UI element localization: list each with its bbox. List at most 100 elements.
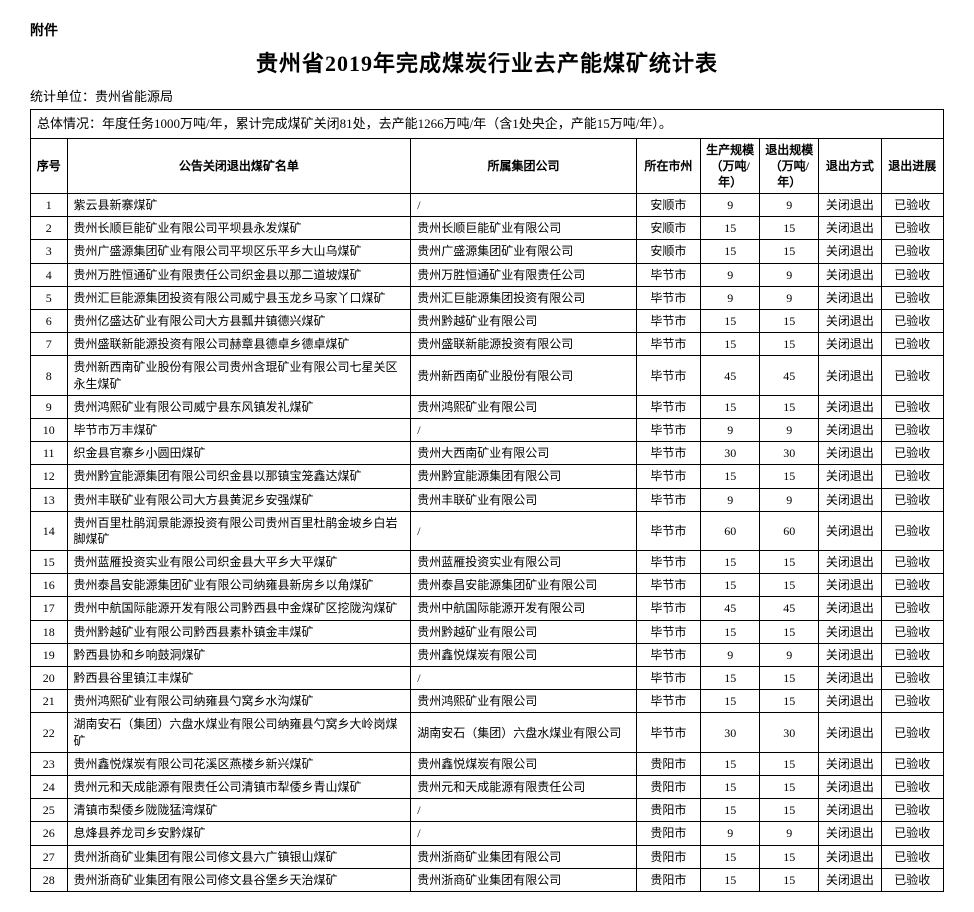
cell-idx: 16 xyxy=(31,574,68,597)
table-row: 22湖南安石（集团）六盘水煤业有限公司纳雍县勺窝乡大岭岗煤矿湖南安石（集团）六盘… xyxy=(31,713,944,752)
cell-idx: 23 xyxy=(31,752,68,775)
cell-idx: 15 xyxy=(31,551,68,574)
col-exit: 退出规模（万吨/年） xyxy=(760,138,819,194)
cell-group: 贵州鑫悦煤炭有限公司 xyxy=(411,643,637,666)
cell-prog: 已验收 xyxy=(881,713,943,752)
cell-mode: 关闭退出 xyxy=(819,488,881,511)
cell-city: 贵阳市 xyxy=(636,822,700,845)
cell-cap: 9 xyxy=(701,194,760,217)
cell-exit: 15 xyxy=(760,690,819,713)
table-row: 25清镇市梨倭乡陇陇猛湾煤矿/贵阳市1515关闭退出已验收 xyxy=(31,799,944,822)
cell-idx: 12 xyxy=(31,465,68,488)
col-city: 所在市州 xyxy=(636,138,700,194)
cell-group: 贵州黔越矿业有限公司 xyxy=(411,620,637,643)
cell-group: 贵州广盛源集团矿业有限公司 xyxy=(411,240,637,263)
col-idx: 序号 xyxy=(31,138,68,194)
cell-idx: 5 xyxy=(31,286,68,309)
cell-group: 贵州元和天成能源有限责任公司 xyxy=(411,775,637,798)
cell-name: 贵州蓝雁投资实业有限公司织金县大平乡大平煤矿 xyxy=(67,551,411,574)
cell-city: 毕节市 xyxy=(636,713,700,752)
cell-city: 毕节市 xyxy=(636,620,700,643)
cell-exit: 30 xyxy=(760,442,819,465)
cell-mode: 关闭退出 xyxy=(819,395,881,418)
unit-label: 统计单位：贵州省能源局 xyxy=(30,86,944,105)
cell-exit: 9 xyxy=(760,418,819,441)
cell-prog: 已验收 xyxy=(881,310,943,333)
cell-prog: 已验收 xyxy=(881,574,943,597)
table-row: 5贵州汇巨能源集团投资有限公司威宁县玉龙乡马家丫口煤矿贵州汇巨能源集团投资有限公… xyxy=(31,286,944,309)
cell-group: 贵州黔越矿业有限公司 xyxy=(411,310,637,333)
cell-cap: 15 xyxy=(701,868,760,891)
cell-name: 贵州百里杜鹃润景能源投资有限公司贵州百里杜鹃金坡乡白岩脚煤矿 xyxy=(67,511,411,550)
cell-prog: 已验收 xyxy=(881,667,943,690)
cell-mode: 关闭退出 xyxy=(819,333,881,356)
cell-name: 贵州丰联矿业有限公司大方县黄泥乡安强煤矿 xyxy=(67,488,411,511)
cell-idx: 8 xyxy=(31,356,68,395)
cell-prog: 已验收 xyxy=(881,356,943,395)
cell-idx: 28 xyxy=(31,868,68,891)
table-row: 19黔西县协和乡响鼓洞煤矿贵州鑫悦煤炭有限公司毕节市99关闭退出已验收 xyxy=(31,643,944,666)
table-row: 18贵州黔越矿业有限公司黔西县素朴镇金丰煤矿贵州黔越矿业有限公司毕节市1515关… xyxy=(31,620,944,643)
cell-idx: 19 xyxy=(31,643,68,666)
cell-prog: 已验收 xyxy=(881,868,943,891)
cell-name: 湖南安石（集团）六盘水煤业有限公司纳雍县勺窝乡大岭岗煤矿 xyxy=(67,713,411,752)
cell-cap: 15 xyxy=(701,465,760,488)
cell-city: 毕节市 xyxy=(636,286,700,309)
table-row: 16贵州泰昌安能源集团矿业有限公司纳雍县新房乡以角煤矿贵州泰昌安能源集团矿业有限… xyxy=(31,574,944,597)
cell-city: 毕节市 xyxy=(636,333,700,356)
cell-name: 毕节市万丰煤矿 xyxy=(67,418,411,441)
cell-idx: 24 xyxy=(31,775,68,798)
table-row: 9贵州鸿熙矿业有限公司威宁县东风镇发礼煤矿贵州鸿熙矿业有限公司毕节市1515关闭… xyxy=(31,395,944,418)
cell-cap: 30 xyxy=(701,442,760,465)
cell-mode: 关闭退出 xyxy=(819,194,881,217)
summary-text: 总体情况：年度任务1000万吨/年，累计完成煤矿关闭81处，去产能1266万吨/… xyxy=(31,110,944,139)
cell-exit: 45 xyxy=(760,597,819,620)
cell-exit: 45 xyxy=(760,356,819,395)
cell-idx: 13 xyxy=(31,488,68,511)
cell-prog: 已验收 xyxy=(881,822,943,845)
cell-name: 贵州亿盛达矿业有限公司大方县瓢井镇德兴煤矿 xyxy=(67,310,411,333)
cell-group: 贵州黔宜能源集团有限公司 xyxy=(411,465,637,488)
cell-idx: 3 xyxy=(31,240,68,263)
cell-name: 贵州盛联新能源投资有限公司赫章县德卓乡德卓煤矿 xyxy=(67,333,411,356)
cell-group: 贵州浙商矿业集团有限公司 xyxy=(411,845,637,868)
cell-city: 安顺市 xyxy=(636,217,700,240)
cell-mode: 关闭退出 xyxy=(819,799,881,822)
cell-group: 贵州鸿熙矿业有限公司 xyxy=(411,395,637,418)
cell-exit: 15 xyxy=(760,799,819,822)
attachment-label: 附件 xyxy=(30,20,944,40)
page-title: 贵州省2019年完成煤炭行业去产能煤矿统计表 xyxy=(30,46,944,78)
cell-group: 贵州泰昌安能源集团矿业有限公司 xyxy=(411,574,637,597)
cell-name: 紫云县新寨煤矿 xyxy=(67,194,411,217)
cell-cap: 15 xyxy=(701,799,760,822)
cell-name: 贵州元和天成能源有限责任公司清镇市犁倭乡青山煤矿 xyxy=(67,775,411,798)
cell-cap: 9 xyxy=(701,263,760,286)
cell-mode: 关闭退出 xyxy=(819,574,881,597)
cell-name: 黔西县谷里镇江丰煤矿 xyxy=(67,667,411,690)
cell-name: 贵州泰昌安能源集团矿业有限公司纳雍县新房乡以角煤矿 xyxy=(67,574,411,597)
cell-mode: 关闭退出 xyxy=(819,713,881,752)
table-row: 28贵州浙商矿业集团有限公司修文县谷堡乡天治煤矿贵州浙商矿业集团有限公司贵阳市1… xyxy=(31,868,944,891)
cell-cap: 9 xyxy=(701,643,760,666)
cell-name: 贵州长顺巨能矿业有限公司平坝县永发煤矿 xyxy=(67,217,411,240)
cell-name: 贵州万胜恒通矿业有限责任公司织金县以那二道坡煤矿 xyxy=(67,263,411,286)
cell-cap: 15 xyxy=(701,333,760,356)
cell-city: 毕节市 xyxy=(636,356,700,395)
cell-exit: 15 xyxy=(760,574,819,597)
cell-name: 织金县官寨乡小圆田煤矿 xyxy=(67,442,411,465)
cell-city: 贵阳市 xyxy=(636,868,700,891)
cell-group: 贵州浙商矿业集团有限公司 xyxy=(411,868,637,891)
cell-city: 毕节市 xyxy=(636,310,700,333)
cell-idx: 26 xyxy=(31,822,68,845)
cell-name: 贵州黔宜能源集团有限公司织金县以那镇宝笼鑫达煤矿 xyxy=(67,465,411,488)
table-row: 1紫云县新寨煤矿/安顺市99关闭退出已验收 xyxy=(31,194,944,217)
cell-name: 息烽县养龙司乡安黔煤矿 xyxy=(67,822,411,845)
table-row: 11织金县官寨乡小圆田煤矿贵州大西南矿业有限公司毕节市3030关闭退出已验收 xyxy=(31,442,944,465)
cell-city: 毕节市 xyxy=(636,643,700,666)
cell-mode: 关闭退出 xyxy=(819,845,881,868)
cell-idx: 21 xyxy=(31,690,68,713)
cell-city: 贵阳市 xyxy=(636,799,700,822)
cell-cap: 9 xyxy=(701,286,760,309)
cell-idx: 9 xyxy=(31,395,68,418)
cell-idx: 2 xyxy=(31,217,68,240)
